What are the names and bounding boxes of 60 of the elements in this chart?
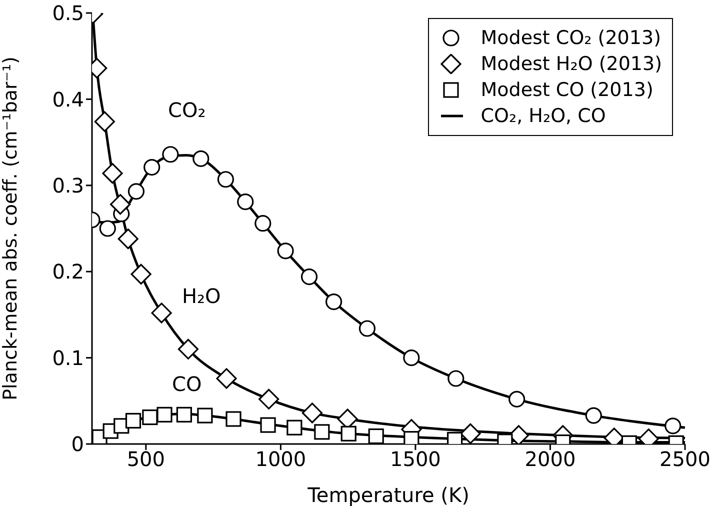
annotation: H₂O (182, 284, 221, 308)
point (404, 431, 420, 444)
x-tick-label: 2000 (524, 447, 576, 472)
y-tick-label: 0.1 (52, 346, 84, 370)
point (130, 264, 152, 284)
point (99, 220, 116, 237)
point (508, 390, 526, 408)
point (144, 159, 160, 176)
x-tick-label: 1000 (255, 447, 306, 472)
point (178, 338, 199, 360)
point (217, 171, 234, 188)
point (368, 428, 384, 444)
annotation: CO (172, 372, 202, 396)
point (216, 368, 237, 389)
legend-label: Modest H₂O (2013) (480, 52, 662, 77)
point (118, 228, 138, 250)
point (110, 194, 131, 215)
legend-label: Modest CO (2013) (480, 78, 654, 103)
y-axis-title: Planck-mean abs. coeff. (cm⁻¹bar⁻¹) (0, 56, 22, 400)
point (325, 293, 342, 310)
point (302, 402, 323, 424)
x-axis-title: Temperature (K) (306, 483, 470, 506)
x-tick-label: 500 (126, 447, 166, 472)
point (151, 302, 172, 324)
point (286, 420, 302, 436)
x-tick-label: 2500 (660, 447, 710, 472)
y-tick-label: 0.2 (52, 260, 84, 284)
point (460, 423, 481, 444)
legend-label: CO₂, H₂O, CO (480, 104, 606, 129)
point (300, 268, 318, 286)
point (125, 412, 142, 429)
x-tick-label: 1500 (390, 447, 441, 472)
y-tick-label: 0.4 (52, 87, 84, 112)
point (258, 388, 280, 410)
point (156, 406, 172, 422)
point (102, 163, 123, 184)
y-tick-label: 0.3 (52, 174, 84, 198)
point (340, 426, 356, 442)
y-tick-label: 0 (71, 432, 84, 456)
point (142, 409, 158, 426)
point (197, 408, 213, 424)
annotation: CO₂ (168, 98, 206, 122)
point (260, 417, 276, 433)
point (664, 418, 682, 434)
point (162, 146, 179, 163)
point (176, 406, 192, 422)
y-tick-label: 0.5 (52, 1, 84, 26)
point (585, 407, 602, 424)
point (94, 111, 115, 132)
point (314, 424, 330, 440)
point (226, 411, 242, 427)
legend-label: Modest CO₂ (2013) (480, 26, 661, 51)
point (448, 370, 464, 387)
point (254, 215, 272, 232)
point (277, 242, 294, 260)
point (128, 183, 145, 200)
point (237, 193, 254, 210)
point (358, 320, 376, 337)
point (403, 350, 420, 366)
point (192, 150, 210, 167)
